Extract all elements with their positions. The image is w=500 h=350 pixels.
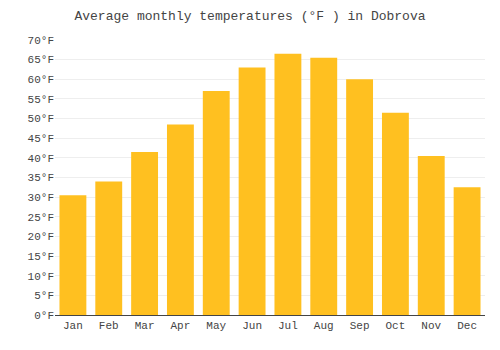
svg-text:65°F: 65°F: [28, 54, 54, 66]
svg-text:45°F: 45°F: [28, 133, 54, 145]
svg-text:Jul: Jul: [278, 320, 298, 332]
svg-text:May: May: [206, 320, 226, 332]
svg-text:15°F: 15°F: [28, 251, 54, 263]
svg-text:40°F: 40°F: [28, 153, 54, 165]
svg-text:0°F: 0°F: [34, 310, 54, 322]
svg-text:Feb: Feb: [99, 320, 119, 332]
svg-text:Mar: Mar: [135, 320, 155, 332]
svg-text:50°F: 50°F: [28, 113, 54, 125]
svg-text:10°F: 10°F: [28, 271, 54, 283]
svg-text:70°F: 70°F: [28, 35, 54, 47]
svg-text:Jan: Jan: [63, 320, 83, 332]
svg-text:5°F: 5°F: [34, 290, 54, 302]
svg-text:20°F: 20°F: [28, 231, 54, 243]
svg-text:Dec: Dec: [457, 320, 477, 332]
svg-text:60°F: 60°F: [28, 74, 54, 86]
svg-text:55°F: 55°F: [28, 94, 54, 106]
svg-text:Average monthly temperatures (: Average monthly temperatures (°F ) in Do…: [74, 9, 425, 24]
svg-text:Apr: Apr: [171, 320, 191, 332]
svg-text:Nov: Nov: [421, 320, 441, 332]
svg-text:Jun: Jun: [242, 320, 262, 332]
svg-text:35°F: 35°F: [28, 172, 54, 184]
svg-text:25°F: 25°F: [28, 212, 54, 224]
svg-text:Sep: Sep: [350, 320, 370, 332]
svg-text:30°F: 30°F: [28, 192, 54, 204]
svg-text:Oct: Oct: [386, 320, 406, 332]
svg-text:Aug: Aug: [314, 320, 334, 332]
